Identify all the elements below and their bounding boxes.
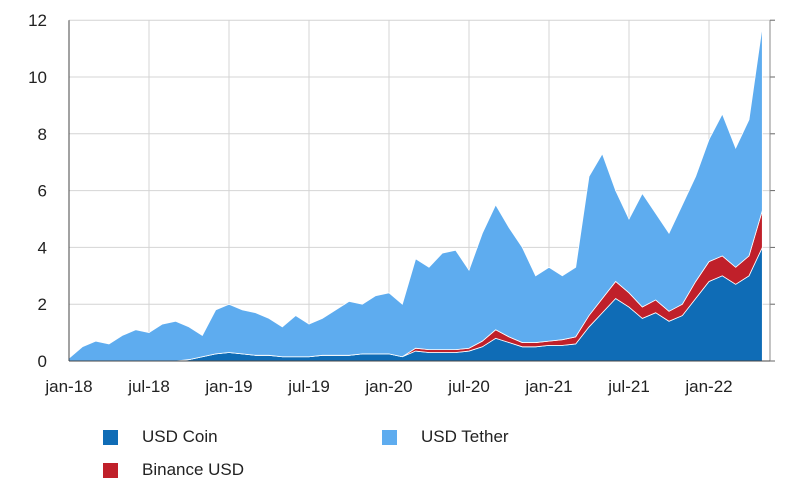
legend-swatch <box>382 429 397 445</box>
y-tick-label: 8 <box>38 125 47 144</box>
legend-item-usd-coin: USD Coin <box>103 427 218 447</box>
y-tick-label: 10 <box>28 68 47 87</box>
area-usd-tether <box>68 25 763 362</box>
x-tick-label: jan-19 <box>204 377 252 396</box>
legend-swatch <box>103 462 118 478</box>
y-tick-label: 6 <box>38 182 47 201</box>
legend-label: USD Coin <box>142 427 218 446</box>
x-tick-label: jul-19 <box>287 377 330 396</box>
x-tick-label: jan-22 <box>684 377 732 396</box>
x-tick-label: jan-21 <box>524 377 572 396</box>
y-tick-label: 4 <box>38 238 47 257</box>
x-tick-label: jan-20 <box>364 377 412 396</box>
legend-label: USD Tether <box>421 427 509 446</box>
legend-item-usd-tether: USD Tether <box>382 427 509 447</box>
y-tick-label: 0 <box>38 352 47 371</box>
x-tick-label: jul-18 <box>127 377 170 396</box>
y-tick-label: 12 <box>28 11 47 30</box>
stacked-area-chart: 0 2 4 6 8 10 12 jan-18 jul-18 jan-19 jul-19 jan-20 j… <box>28 11 775 396</box>
legend-item-binance-usd: Binance USD <box>103 460 244 480</box>
x-tick-label: jul-20 <box>447 377 490 396</box>
legend-label: Binance USD <box>142 460 245 479</box>
y-tick-label: 2 <box>38 295 47 314</box>
legend-swatch <box>103 429 118 445</box>
x-tick-label: jan-18 <box>44 377 92 396</box>
x-tick-label: jul-21 <box>607 377 650 396</box>
